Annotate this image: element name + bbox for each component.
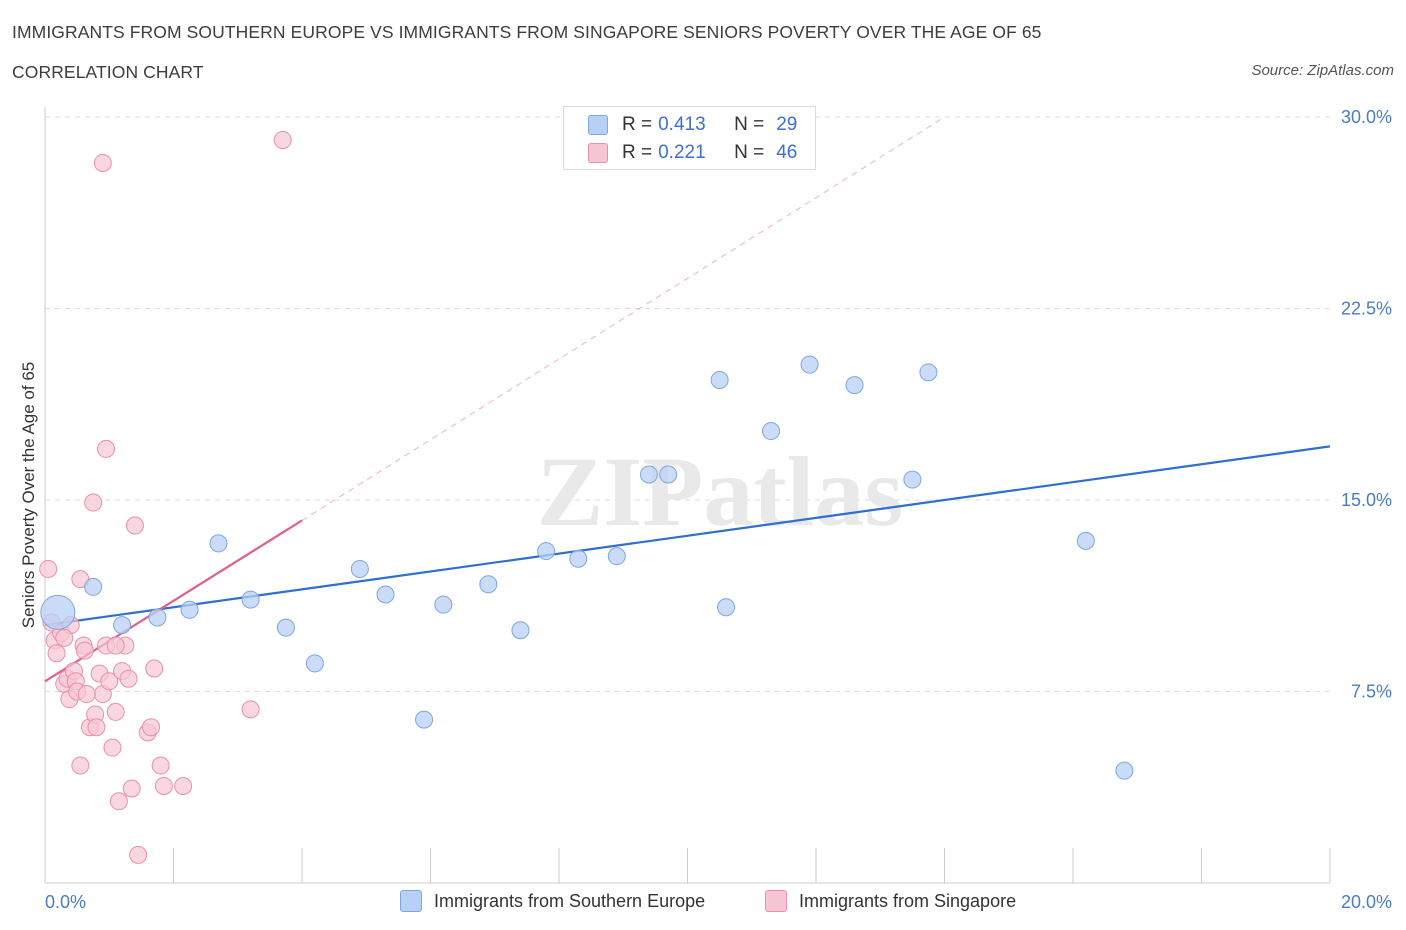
n-value: 29 (776, 114, 798, 135)
data-point-singapore (93, 153, 112, 172)
data-point-southern-europe (350, 559, 369, 578)
data-point-southern-europe (376, 585, 395, 604)
legend-swatch-blue (400, 890, 422, 912)
data-point-singapore (151, 756, 170, 775)
data-point-southern-europe (569, 549, 588, 568)
data-point-southern-europe (479, 575, 498, 594)
legend-label: Immigrants from Southern Europe (434, 890, 706, 911)
source-label: Source: ZipAtlas.com (1251, 62, 1394, 79)
data-point-singapore (142, 718, 161, 737)
y-tick-label: 15.0% (1341, 490, 1392, 510)
axes (44, 107, 1331, 884)
data-point-singapore (71, 756, 90, 775)
data-point-singapore (145, 659, 164, 678)
data-point-southern-europe (639, 465, 658, 484)
data-point-southern-europe (537, 542, 556, 561)
data-point-southern-europe (659, 465, 678, 484)
data-point-singapore (106, 636, 125, 655)
data-point-southern-europe (148, 608, 167, 627)
y-tick-label: 22.5% (1341, 299, 1392, 319)
y-axis-label: Seniors Poverty Over the Age of 65 (19, 362, 38, 628)
x-tick-label: 0.0% (45, 892, 86, 912)
data-point-southern-europe (305, 654, 324, 673)
data-points (39, 130, 1134, 864)
data-point-southern-europe (84, 577, 103, 596)
data-point-singapore (109, 792, 128, 811)
data-point-singapore (47, 644, 66, 663)
r-label: R = (622, 114, 653, 135)
r-value: 0.413 (658, 114, 706, 135)
legend-row-singapore: R = 0.221 N = 46 (588, 141, 797, 165)
legend-row-southern-europe: R = 0.413 N = 29 (588, 113, 797, 137)
data-point-southern-europe (1115, 761, 1134, 780)
data-point-singapore (77, 685, 96, 704)
data-point-singapore (129, 845, 148, 864)
chart-subtitle: CORRELATION CHART (12, 62, 204, 82)
data-point-singapore (174, 776, 193, 795)
n-value: 46 (776, 142, 798, 163)
data-point-southern-europe (607, 547, 626, 566)
data-point-singapore (100, 672, 119, 691)
legend-label: Immigrants from Singapore (799, 890, 1017, 911)
stats-legend: R = 0.413 N = 29 R = 0.221 N = 46 (563, 106, 816, 170)
data-point-singapore (55, 628, 74, 647)
trend-lines (44, 116, 1331, 683)
data-point-southern-europe (40, 594, 76, 630)
data-point-southern-europe (919, 363, 938, 382)
data-point-singapore (125, 516, 144, 535)
data-point-southern-europe (762, 422, 781, 441)
x-tick-label: 20.0% (1341, 892, 1392, 912)
data-point-southern-europe (415, 710, 434, 729)
data-point-singapore (273, 130, 292, 149)
data-point-singapore (103, 738, 122, 757)
data-point-singapore (119, 669, 138, 688)
data-point-singapore (106, 702, 125, 721)
data-point-singapore (97, 439, 116, 458)
data-point-singapore (75, 641, 94, 660)
data-point-southern-europe (180, 600, 199, 619)
data-point-singapore (84, 493, 103, 512)
legend-swatch-pink (765, 890, 787, 912)
legend-item-singapore: Immigrants from Singapore (765, 890, 1016, 912)
y-tick-label: 7.5% (1351, 682, 1392, 702)
legend-swatch-pink (588, 143, 608, 163)
data-point-southern-europe (511, 621, 530, 640)
trend-extension-singapore (301, 116, 945, 521)
data-point-singapore (87, 718, 106, 737)
watermark: ZIPatlas (537, 436, 904, 547)
data-point-southern-europe (209, 534, 228, 553)
n-label: N = (734, 142, 765, 163)
y-tick-label: 30.0% (1341, 107, 1392, 127)
legend-swatch-blue (588, 115, 608, 135)
data-point-southern-europe (113, 616, 132, 635)
data-point-southern-europe (903, 470, 922, 489)
data-point-southern-europe (710, 370, 729, 389)
data-point-southern-europe (434, 595, 453, 614)
data-point-singapore (122, 779, 141, 798)
r-label: R = (622, 142, 653, 163)
data-point-southern-europe (800, 355, 819, 374)
data-point-singapore (154, 776, 173, 795)
legend-item-southern-europe: Immigrants from Southern Europe (400, 890, 705, 912)
data-point-southern-europe (276, 618, 295, 637)
n-label: N = (734, 114, 765, 135)
r-value: 0.221 (658, 142, 706, 163)
chart-title: IMMIGRANTS FROM SOUTHERN EUROPE VS IMMIG… (12, 22, 1042, 42)
data-point-southern-europe (717, 598, 736, 617)
data-point-singapore (241, 700, 260, 719)
data-point-southern-europe (845, 376, 864, 395)
data-point-singapore (39, 559, 58, 578)
data-point-southern-europe (241, 590, 260, 609)
grid-lines (45, 116, 1330, 692)
data-point-southern-europe (1076, 531, 1095, 550)
trend-line-southern-europe (44, 445, 1331, 627)
tick-labels: 7.5% 15.0% 22.5% 30.0% 0.0% 20.0% (45, 107, 1392, 912)
